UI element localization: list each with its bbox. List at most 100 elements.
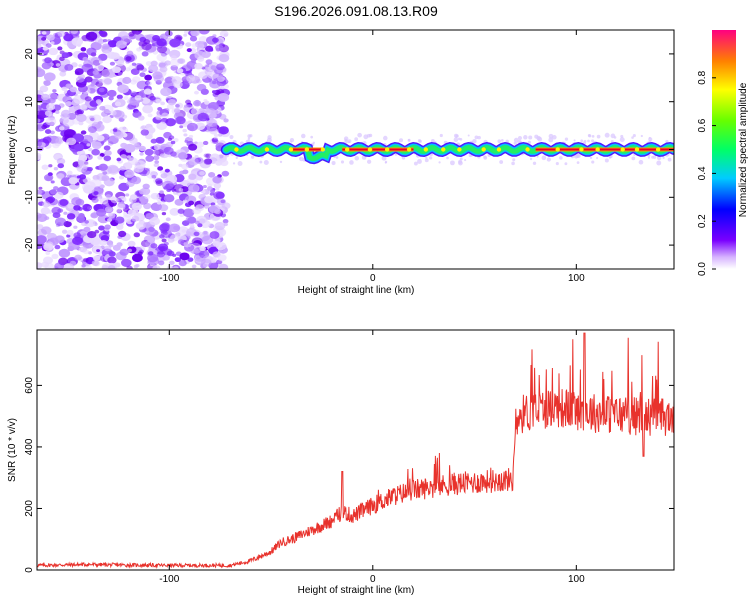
noise-blob xyxy=(168,223,181,233)
noise-blob xyxy=(38,186,43,190)
noise-blob xyxy=(185,215,196,224)
snr-y-tick-label: 200 xyxy=(24,500,35,517)
noise-blob xyxy=(65,83,72,89)
colorbar-tick-label: 0.0 xyxy=(697,262,708,276)
noise-blob xyxy=(205,153,212,159)
noise-blob xyxy=(199,171,205,176)
noise-blob xyxy=(136,47,142,52)
noise-blob xyxy=(125,67,131,72)
noise-blob xyxy=(116,157,122,162)
noise-blob xyxy=(186,182,193,187)
faint-blob xyxy=(620,134,624,138)
noise-blob xyxy=(206,186,213,191)
noise-blob xyxy=(95,99,102,104)
noise-blob xyxy=(150,192,160,200)
noise-blob xyxy=(215,160,223,166)
noise-blob xyxy=(78,247,84,252)
noise-blob xyxy=(157,243,169,252)
snr-y-tick-label: 400 xyxy=(24,438,35,455)
noise-blob xyxy=(211,263,218,269)
noise-blob xyxy=(189,35,198,42)
noise-blob xyxy=(97,65,104,70)
signal-dot xyxy=(406,147,412,152)
noise-blob xyxy=(153,74,164,83)
signal-dot xyxy=(234,147,239,152)
faint-blob xyxy=(656,155,662,161)
noise-blob xyxy=(112,66,121,74)
noise-blob xyxy=(148,64,159,73)
noise-blob xyxy=(61,229,68,234)
noise-blob xyxy=(216,63,225,71)
signal-dot xyxy=(496,147,502,152)
noise-blob xyxy=(143,88,152,95)
noise-blob xyxy=(144,148,154,156)
noise-blob xyxy=(141,97,151,104)
noise-blob xyxy=(141,42,152,51)
signal-dot xyxy=(367,147,373,152)
noise-blob xyxy=(45,251,50,255)
noise-blob xyxy=(41,31,47,35)
noise-blob xyxy=(114,131,124,139)
faint-blob xyxy=(384,161,387,164)
noise-blob xyxy=(99,239,108,246)
noise-blob xyxy=(63,211,68,215)
noise-blob xyxy=(59,56,65,61)
noise-blob xyxy=(169,38,181,48)
noise-blob xyxy=(123,143,136,153)
noise-blob xyxy=(104,224,111,230)
noise-blob xyxy=(150,46,157,52)
faint-blob xyxy=(548,137,554,143)
noise-blob xyxy=(76,113,87,123)
noise-blob xyxy=(163,146,174,155)
noise-blob xyxy=(48,164,53,168)
noise-blob xyxy=(126,155,132,159)
noise-blob xyxy=(201,235,214,245)
noise-blob xyxy=(81,264,86,268)
signal-dot xyxy=(634,147,640,152)
faint-blob xyxy=(651,155,654,159)
noise-blob xyxy=(130,68,140,76)
noise-blob xyxy=(143,221,151,228)
faint-blob xyxy=(450,160,455,166)
faint-blob xyxy=(299,157,302,160)
noise-blob xyxy=(185,99,192,105)
faint-blob xyxy=(357,132,362,138)
noise-blob xyxy=(90,83,95,87)
noise-blob xyxy=(183,33,188,37)
noise-blob xyxy=(161,238,167,243)
noise-blob xyxy=(188,134,194,139)
noise-blob xyxy=(186,122,198,132)
noise-blob xyxy=(37,262,43,269)
noise-blob xyxy=(42,136,52,144)
noise-blob xyxy=(182,199,188,204)
faint-blob xyxy=(394,153,398,156)
noise-blob xyxy=(192,248,199,254)
noise-blob xyxy=(84,96,92,102)
noise-blob xyxy=(41,93,50,101)
noise-blob xyxy=(134,111,141,116)
noise-blob xyxy=(83,257,89,263)
noise-blob xyxy=(51,206,62,215)
noise-blob xyxy=(156,53,168,62)
faint-blob xyxy=(455,134,459,138)
noise-blob xyxy=(137,30,143,33)
noise-blob xyxy=(185,42,192,47)
noise-blob xyxy=(107,265,116,269)
noise-blob xyxy=(37,110,47,120)
noise-blob xyxy=(206,108,216,116)
noise-blob xyxy=(144,74,153,81)
noise-blob xyxy=(219,30,229,38)
noise-blob xyxy=(198,218,206,224)
noise-blob xyxy=(218,53,230,63)
faint-blob xyxy=(407,139,411,142)
noise-blob xyxy=(107,165,120,175)
noise-blob xyxy=(132,76,141,83)
noise-blob xyxy=(177,239,185,245)
noise-blob xyxy=(90,212,99,219)
signal-dot xyxy=(525,147,530,152)
noise-blob xyxy=(43,80,51,86)
signal-dot xyxy=(655,147,661,152)
noise-blob xyxy=(71,37,83,46)
noise-blob xyxy=(73,204,81,211)
noise-blob xyxy=(215,242,227,251)
